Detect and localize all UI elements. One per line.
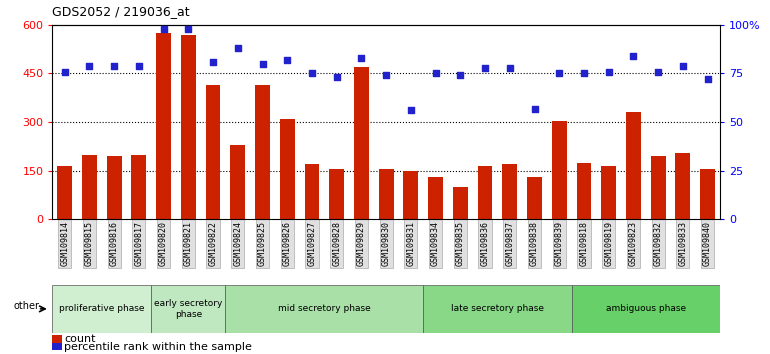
Point	[602, 69, 614, 74]
Point	[628, 53, 640, 59]
Bar	[132, 155, 146, 219]
Text: GDS2052 / 219036_at: GDS2052 / 219036_at	[52, 5, 190, 18]
Point	[256, 61, 269, 67]
Bar	[552, 120, 567, 219]
Text: early secretory
phase: early secretory phase	[154, 299, 223, 319]
Text: proliferative phase: proliferative phase	[59, 304, 145, 313]
Text: other: other	[13, 302, 39, 312]
Bar	[280, 119, 295, 219]
Bar	[255, 85, 270, 219]
Text: late secretory phase: late secretory phase	[451, 304, 544, 313]
Bar	[354, 67, 369, 219]
Bar	[651, 156, 665, 219]
Bar	[379, 169, 393, 219]
Point	[430, 70, 442, 76]
Bar	[626, 113, 641, 219]
Point	[330, 74, 343, 80]
Bar	[226, 285, 424, 333]
Bar	[477, 166, 493, 219]
Point	[281, 57, 293, 63]
Text: ambiguous phase: ambiguous phase	[606, 304, 686, 313]
Point	[207, 59, 219, 64]
Bar	[675, 153, 690, 219]
Text: count: count	[64, 334, 95, 344]
Point	[701, 76, 714, 82]
Bar	[577, 163, 591, 219]
Point	[652, 69, 665, 74]
Point	[108, 63, 120, 68]
Point	[454, 73, 467, 78]
Point	[306, 70, 318, 76]
Bar	[403, 171, 418, 219]
Bar	[156, 33, 171, 219]
Point	[380, 73, 392, 78]
Point	[59, 69, 71, 74]
Point	[677, 63, 689, 68]
Bar	[527, 177, 542, 219]
Bar	[82, 155, 97, 219]
Point	[553, 70, 565, 76]
Point	[132, 63, 145, 68]
Bar	[230, 145, 245, 219]
Point	[355, 55, 367, 61]
Bar	[601, 166, 616, 219]
Point	[157, 26, 169, 32]
Bar	[52, 285, 151, 333]
Text: percentile rank within the sample: percentile rank within the sample	[64, 342, 252, 352]
Point	[405, 108, 417, 113]
Bar	[181, 34, 196, 219]
Bar	[453, 187, 467, 219]
Bar	[428, 177, 443, 219]
Point	[83, 63, 95, 68]
Bar	[571, 285, 720, 333]
Bar	[330, 169, 344, 219]
Bar	[424, 285, 571, 333]
Point	[578, 70, 590, 76]
Bar	[206, 85, 220, 219]
Text: mid secretory phase: mid secretory phase	[278, 304, 370, 313]
Bar	[700, 169, 715, 219]
Point	[504, 65, 516, 70]
Point	[182, 26, 195, 32]
Point	[232, 45, 244, 51]
Bar	[107, 156, 122, 219]
Point	[528, 105, 541, 111]
Bar	[151, 285, 226, 333]
Bar	[502, 164, 517, 219]
Bar	[57, 166, 72, 219]
Bar	[305, 164, 320, 219]
Point	[479, 65, 491, 70]
